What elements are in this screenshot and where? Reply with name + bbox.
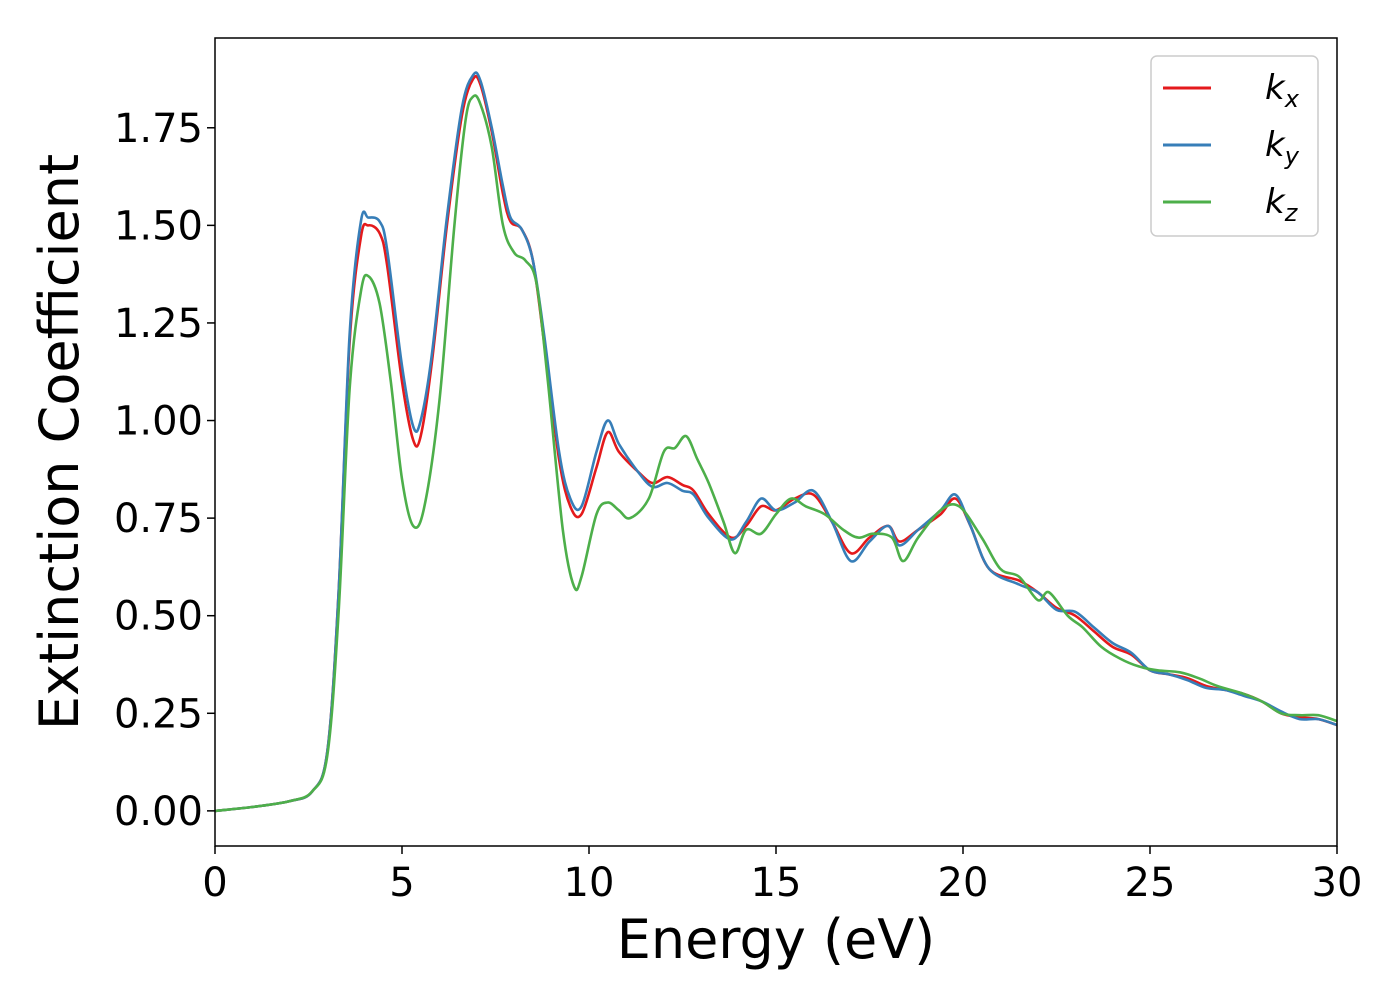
y-tick-label: 0.75 — [114, 496, 203, 542]
y-axis-label: Extinction Coefficient — [28, 154, 91, 730]
y-tick-label: 0.25 — [114, 691, 203, 737]
x-tick-label: 10 — [564, 860, 615, 906]
y-axis-ticks: 0.00 0.25 0.50 0.75 1.00 1.25 1.50 1.75 — [114, 106, 215, 835]
x-tick-label: 30 — [1312, 860, 1363, 906]
x-axis-label: Energy (eV) — [617, 908, 936, 971]
y-tick-label: 1.00 — [114, 399, 203, 445]
x-tick-label: 25 — [1125, 860, 1176, 906]
y-tick-label: 0.50 — [114, 594, 203, 640]
y-tick-label: 1.25 — [114, 301, 203, 347]
x-tick-label: 15 — [751, 860, 802, 906]
x-axis-ticks: 0 5 10 15 20 25 30 — [202, 846, 1362, 906]
x-tick-label: 20 — [938, 860, 989, 906]
y-tick-label: 0.00 — [114, 789, 203, 835]
legend-label-ky: ky — [1265, 125, 1300, 170]
series-line-kz — [215, 94, 1337, 813]
x-tick-label: 0 — [202, 860, 227, 906]
y-tick-label: 1.75 — [114, 106, 203, 152]
series-line-ky — [215, 71, 1337, 813]
legend-box — [1150, 55, 1319, 237]
y-tick-label: 1.50 — [114, 203, 203, 249]
series-line-kx — [215, 74, 1337, 813]
x-tick-label: 5 — [389, 860, 414, 906]
series-layer — [215, 71, 1337, 813]
plot-area — [215, 38, 1337, 846]
